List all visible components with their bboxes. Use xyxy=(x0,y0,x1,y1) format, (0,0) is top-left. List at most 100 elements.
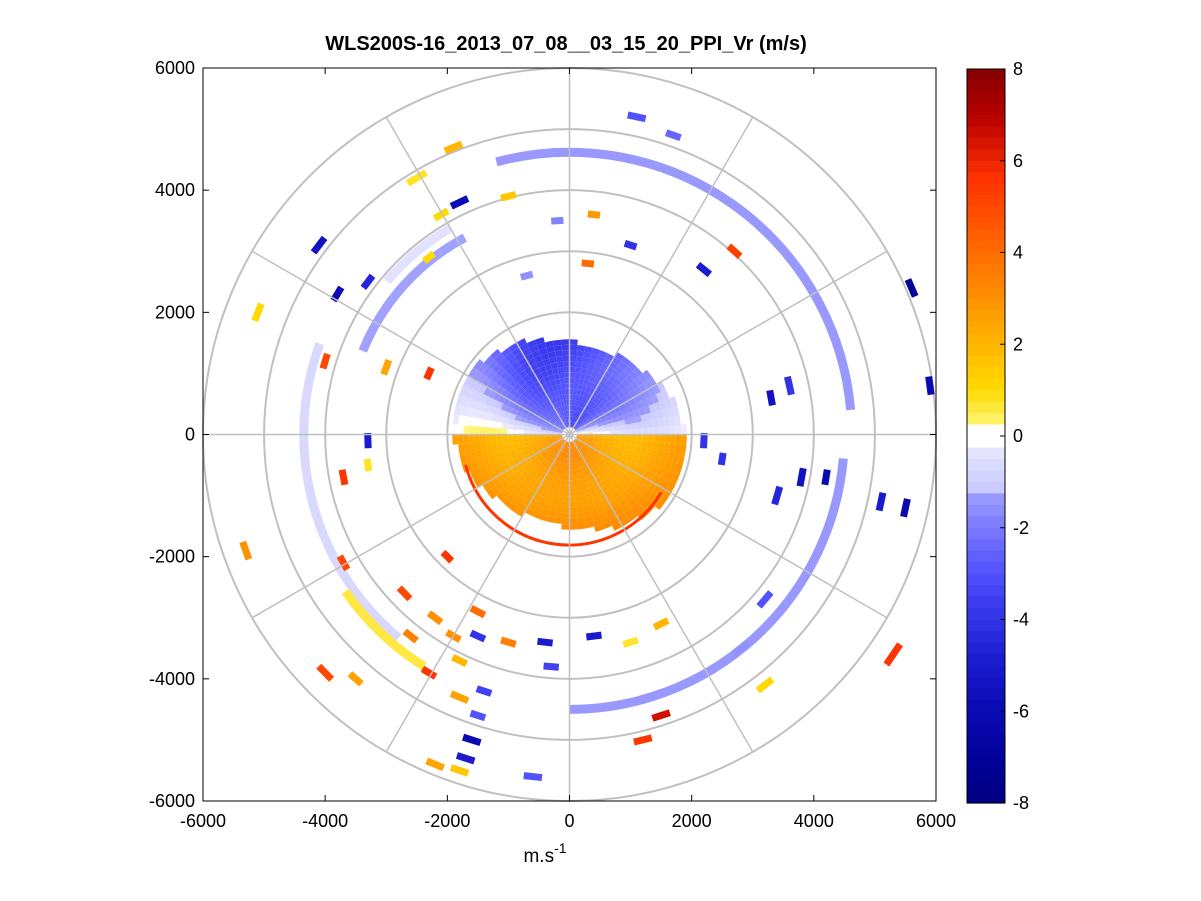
velocity-segment xyxy=(651,709,671,722)
near-field-cell xyxy=(589,353,599,361)
colorbar: 8 6 4 2 0 -2 -4 -6 -8 xyxy=(966,59,1029,813)
near-field-cell xyxy=(637,428,643,435)
colorbar-swatch xyxy=(967,172,1005,185)
colorbar-swatch xyxy=(967,252,1005,265)
velocity-segment xyxy=(581,259,595,268)
azimuth-spoke xyxy=(251,250,570,436)
near-field-cell xyxy=(452,414,460,425)
near-field-cell xyxy=(549,464,555,472)
near-field-cell xyxy=(557,473,563,480)
near-field-cell xyxy=(549,356,557,364)
near-field-cell xyxy=(590,370,599,379)
near-field-cell xyxy=(579,472,586,479)
near-field-cell xyxy=(625,455,634,464)
near-field-cell xyxy=(540,472,547,479)
near-field-cell xyxy=(560,400,565,407)
near-field-cell xyxy=(516,452,523,459)
near-field-cell xyxy=(569,496,576,503)
near-field-cell xyxy=(556,361,564,368)
y-tick-label: 2000 xyxy=(155,302,195,322)
near-field-cell xyxy=(494,353,505,364)
near-field-cell xyxy=(546,493,554,500)
near-field-cell xyxy=(585,369,593,376)
near-field-cell xyxy=(619,419,626,426)
near-field-cell xyxy=(486,448,494,457)
near-field-cell xyxy=(509,481,518,491)
near-field-cell xyxy=(641,420,648,429)
near-field-cell xyxy=(566,416,569,422)
near-field-cell xyxy=(506,494,516,504)
near-field-cell xyxy=(519,446,527,453)
near-field-cell xyxy=(518,442,526,448)
near-field-cell xyxy=(664,460,673,471)
near-field-cell xyxy=(550,482,557,490)
near-field-cell xyxy=(564,422,567,428)
near-field-cell xyxy=(640,398,649,408)
near-field-cell xyxy=(549,505,557,513)
near-field-cell xyxy=(464,452,473,463)
near-field-cell xyxy=(555,506,564,513)
near-field-cell xyxy=(653,401,662,412)
near-field-cell xyxy=(613,442,621,448)
near-field-cell xyxy=(616,486,626,495)
near-field-cell xyxy=(535,439,542,444)
near-field-cell xyxy=(496,421,503,429)
near-field-cell xyxy=(500,479,510,489)
near-field-cell xyxy=(507,434,513,440)
near-field-cell xyxy=(592,390,599,397)
near-field-cell xyxy=(584,464,590,472)
near-field-cell xyxy=(522,408,530,416)
near-field-cell xyxy=(573,417,578,423)
near-field-cell xyxy=(549,404,555,411)
near-field-cell xyxy=(609,390,618,398)
near-field-cell xyxy=(598,402,605,409)
near-field-cell xyxy=(599,414,607,420)
velocity-segment xyxy=(585,631,602,641)
colorbar-swatch xyxy=(967,745,1005,758)
near-field-cell xyxy=(625,405,634,414)
near-field-cell xyxy=(526,415,533,421)
near-field-cell xyxy=(645,396,654,406)
near-field-cell xyxy=(590,490,599,499)
colorbar-swatch xyxy=(967,126,1005,139)
near-field-cell xyxy=(579,401,585,408)
x-tick-label: 2000 xyxy=(672,811,712,831)
near-field-cell xyxy=(490,434,497,442)
near-field-cell xyxy=(566,447,569,453)
near-field-cell xyxy=(535,337,545,345)
velocity-segment xyxy=(587,210,601,219)
x-tick-label: -2000 xyxy=(424,811,470,831)
near-field-cell xyxy=(675,434,682,445)
near-field-cell xyxy=(513,374,523,383)
near-field-cell xyxy=(574,451,578,458)
near-field-cell xyxy=(584,412,591,418)
near-field-cell xyxy=(539,414,546,420)
near-field-cell xyxy=(526,339,537,349)
near-field-cell xyxy=(507,429,513,435)
near-field-cell xyxy=(620,408,629,416)
near-field-cell xyxy=(575,394,580,401)
near-field-cell xyxy=(558,490,565,497)
velocity-segment xyxy=(432,207,450,222)
colorbar-swatch xyxy=(967,103,1005,116)
near-field-cell xyxy=(634,482,644,493)
near-field-cell xyxy=(566,441,569,448)
near-field-cell xyxy=(611,369,621,379)
near-field-cell xyxy=(554,512,563,519)
near-field-cell xyxy=(601,463,609,471)
near-field-cell xyxy=(659,400,667,410)
colorbar-swatch xyxy=(967,263,1005,277)
colorbar-swatch xyxy=(967,436,1005,449)
near-field-cell xyxy=(540,451,548,457)
near-field-cell xyxy=(581,384,588,392)
near-field-cell xyxy=(628,450,635,458)
colorbar-swatch xyxy=(967,768,1005,781)
near-field-cell xyxy=(569,377,575,384)
near-field-cell xyxy=(562,512,570,519)
near-field-cell xyxy=(556,435,563,437)
colorbar-swatch xyxy=(967,653,1005,666)
near-field-cell xyxy=(587,436,594,439)
near-field-cell xyxy=(573,440,578,446)
near-field-cell xyxy=(561,411,565,418)
near-field-cell xyxy=(547,456,553,464)
